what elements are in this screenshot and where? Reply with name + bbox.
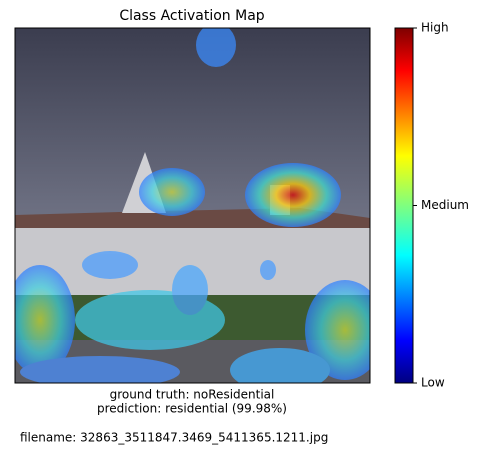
chart-title: Class Activation Map	[119, 8, 264, 24]
x-label: ground truth: noResidential	[110, 388, 275, 402]
x-label: prediction: residential (99.98%)	[97, 402, 287, 416]
colorbar	[394, 27, 414, 384]
colorbar-tick-label: Medium	[421, 198, 469, 212]
image	[15, 28, 370, 383]
colorbar-tick-label: High	[421, 21, 449, 35]
colorbar-tick-label: Low	[421, 376, 445, 390]
filename: filename: 32863_3511847.3469_5411365.121…	[20, 431, 328, 445]
image-frame	[14, 27, 371, 384]
